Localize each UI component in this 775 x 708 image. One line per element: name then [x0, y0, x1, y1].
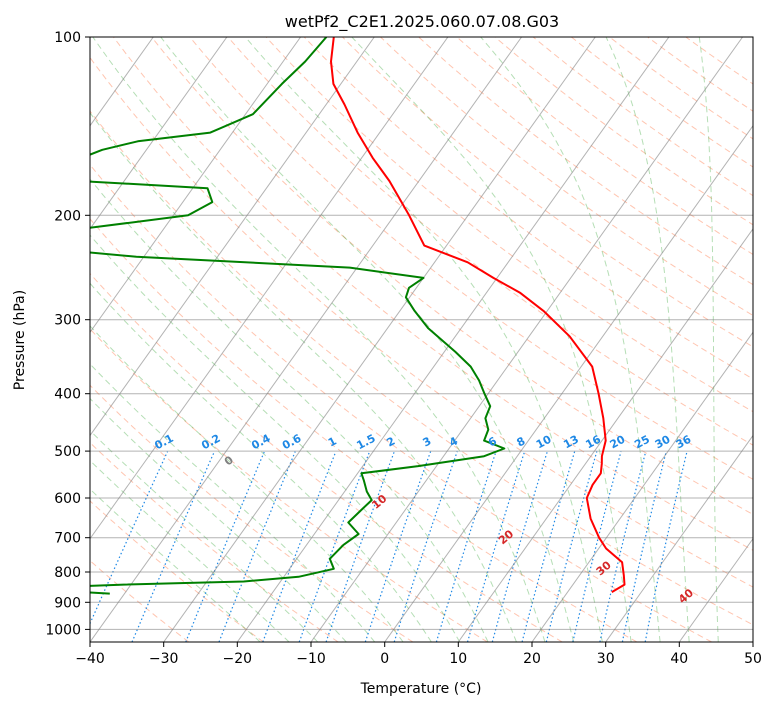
mixing-ratio-line: [90, 451, 169, 625]
mixing-ratio-line: [393, 451, 458, 642]
isotherm-line: [678, 537, 753, 642]
dry-adiabat-line: [227, 37, 753, 446]
x-tick-label: −20: [223, 651, 253, 667]
mixing-ratio-line: [621, 451, 667, 642]
y-tick-label: 100: [54, 30, 81, 46]
mixing-ratio-line: [644, 451, 688, 642]
isotherm-line: [457, 228, 753, 642]
skewed-isotherms: [90, 37, 753, 642]
mixing-ratio-line: [572, 451, 622, 642]
isotherm-line: [90, 37, 228, 230]
mixing-ratio-line: [435, 451, 497, 642]
dry-adiabat-line: [90, 272, 563, 642]
mixing-ratio-line: [325, 451, 395, 642]
x-tick-label: 50: [744, 651, 762, 667]
moist-adiabat-line: [244, 37, 603, 642]
y-tick-label: 900: [54, 595, 81, 611]
moist-adiabat-line: [90, 112, 517, 642]
dry-adiabat-line: [90, 164, 712, 642]
mixing-ratio-line: [599, 451, 647, 642]
dry-adiabat-line: [90, 328, 488, 642]
isotherm-line: [163, 37, 596, 642]
sounding-series: [90, 37, 626, 595]
x-tick-label: 0: [380, 651, 389, 667]
x-tick-label: 20: [523, 651, 541, 667]
y-tick-label: 700: [54, 531, 81, 547]
x-tick-label: −30: [149, 651, 179, 667]
isotherm-line: [605, 434, 753, 642]
isotherm-line: [531, 331, 753, 642]
mixing-ratio-line: [131, 451, 215, 642]
moist-adiabat-line: [90, 397, 347, 642]
moist-adiabat-line: [90, 488, 261, 642]
dry-adiabat-line: [418, 37, 753, 286]
mixing-ratio-lines: [90, 451, 688, 642]
moist-adiabat-line: [90, 282, 432, 642]
mixing-ratio-label: 16: [583, 433, 603, 452]
x-axis-label: Temperature (°C): [360, 681, 482, 697]
mixing-ratio-label: 13: [561, 433, 581, 452]
moist-adiabat-line: [351, 37, 632, 642]
mixing-ratio-label: 36: [674, 433, 694, 452]
moist-adiabat-line: [698, 37, 719, 642]
isotherm-line: [310, 37, 744, 642]
moist-adiabats: [90, 37, 719, 642]
x-tick-label: 10: [449, 651, 467, 667]
dry-adiabat-line: [303, 37, 753, 380]
x-tick-label: 30: [597, 651, 615, 667]
y-tick-label: 1000: [45, 622, 81, 638]
y-tick-label: 300: [54, 313, 81, 329]
mixing-ratio-line: [298, 451, 371, 642]
dry-adiabat-line: [90, 441, 339, 642]
mixing-ratio-line: [466, 451, 526, 642]
moist-adiabat-line: [90, 459, 290, 642]
mixing-ratio-label: 10: [534, 433, 554, 452]
moist-adiabat-line: [480, 37, 661, 642]
dry-adiabat-line: [90, 500, 264, 642]
moist-adiabat-line: [90, 429, 319, 642]
mixing-ratio-label: 30: [653, 433, 673, 452]
isotherm-line: [90, 37, 302, 334]
isotherm-line: [384, 124, 753, 642]
mixing-ratio-line: [491, 451, 548, 642]
background-line-labels: 0.10.20.40.611.52346810131620253036-100-…: [152, 432, 696, 607]
mixing-ratio-line: [521, 451, 576, 642]
isotherm-line: [236, 37, 670, 642]
dewpoint-profile-line: [90, 37, 506, 595]
y-tick-label: 500: [54, 444, 81, 460]
moist-adiabat-line: [160, 37, 575, 642]
isotherm-line: [90, 37, 375, 437]
y-tick-label: 400: [54, 387, 81, 403]
chart-title: wetPf2_C2E1.2025.060.07.08.G03: [285, 12, 559, 32]
dry-adiabat-line: [456, 37, 753, 256]
isotherm-line: [90, 37, 449, 540]
y-axis-label: Pressure (hPa): [12, 290, 28, 390]
dry-adiabat-line: [342, 37, 753, 348]
y-tick-label: 200: [54, 208, 81, 224]
isotherm-line: [90, 37, 523, 642]
axes: −40 −30 −20 −10 0 10 20 30 40 50 100 200 300 400 500 60…: [45, 30, 762, 667]
plot-frame: [89, 36, 754, 643]
x-tick-label: 40: [670, 651, 688, 667]
moist-adiabat-line: [605, 37, 690, 642]
moist-adiabat-line: [90, 178, 489, 642]
dry-adiabat-line: [113, 37, 753, 551]
moist-adiabat-line: [90, 234, 461, 642]
dry-adiabat-line: [494, 37, 753, 226]
dry-adiabat-line: [380, 37, 753, 317]
x-tick-label: −40: [75, 651, 105, 667]
moist-adiabat-line: [90, 325, 404, 642]
mixing-ratio-line: [364, 451, 432, 642]
dry-adiabat-line: [265, 37, 753, 413]
mixing-ratio-label: 20: [608, 433, 628, 452]
y-tick-label: 600: [54, 491, 81, 507]
x-tick-label: −10: [296, 651, 326, 667]
temperature-profile-line: [330, 37, 626, 593]
dry-adiabat-line: [90, 56, 753, 588]
mixing-ratio-label: 25: [632, 433, 652, 452]
y-tick-label: 800: [54, 565, 81, 581]
moist-adiabat-line: [92, 37, 546, 642]
